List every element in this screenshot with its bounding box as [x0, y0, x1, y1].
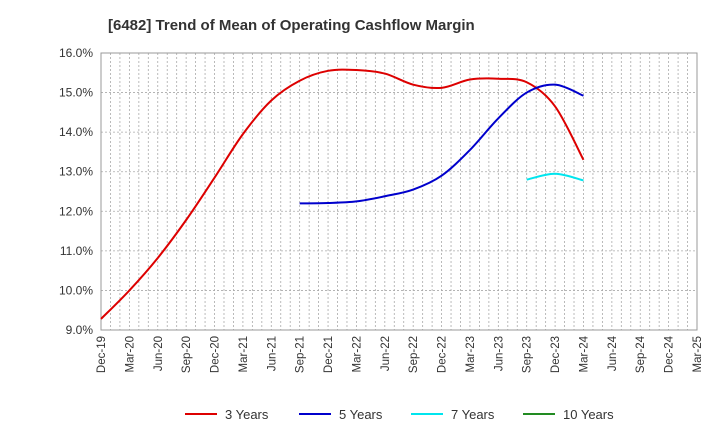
- x-tick-label: Mar-22: [351, 336, 363, 372]
- y-tick-label: 14.0%: [59, 125, 93, 139]
- legend-label: 10 Years: [563, 407, 614, 422]
- x-tick-label: Dec-23: [550, 336, 562, 373]
- y-tick-label: 10.0%: [59, 283, 93, 297]
- x-tick-label: Mar-23: [465, 336, 477, 372]
- y-tick-label: 13.0%: [59, 165, 93, 179]
- y-tick-label: 15.0%: [59, 86, 93, 100]
- x-tick-label: Sep-24: [635, 335, 647, 373]
- x-tick-label: Sep-20: [181, 336, 193, 373]
- x-tick-label: Mar-25: [692, 336, 704, 372]
- y-axis-ticks: 9.0% 10.0% 11.0% 12.0% 13.0% 14.0% 15.0% 16.0%: [59, 46, 93, 337]
- plot-frame: [100, 52, 698, 331]
- y-tick-label: 12.0%: [59, 204, 93, 218]
- series-line-3-years: [100, 68, 585, 320]
- x-tick-label: Dec-22: [437, 336, 449, 373]
- x-axis-ticks: Dec-19 Mar-20 Jun-20 Sep-20 Dec-20 Mar-21 Jun-…: [96, 335, 704, 373]
- y-tick-label: 11.0%: [60, 244, 93, 258]
- x-tick-label: Jun-21: [266, 336, 278, 371]
- plot-area: [101, 53, 697, 330]
- series-line-7-years: [526, 172, 584, 182]
- x-tick-label: Dec-19: [96, 336, 108, 373]
- series-line-5-years: [299, 83, 584, 205]
- x-tick-label: Mar-21: [238, 336, 250, 372]
- x-tick-label: Dec-24: [664, 335, 676, 373]
- legend: 3 Years 5 Years 7 Years 10 Years: [185, 407, 614, 422]
- legend-label: 5 Years: [339, 407, 383, 422]
- x-tick-label: Mar-24: [578, 335, 590, 372]
- y-tick-label: 9.0%: [66, 323, 94, 337]
- x-tick-label: Jun-24: [607, 335, 619, 371]
- x-tick-label: Sep-21: [295, 336, 307, 373]
- series-lines: [100, 68, 585, 320]
- legend-label: 7 Years: [451, 407, 495, 422]
- x-tick-label: Sep-22: [408, 336, 420, 373]
- x-tick-label: Sep-23: [522, 336, 534, 373]
- x-tick-label: Jun-23: [493, 336, 505, 371]
- x-tick-label: Jun-20: [153, 336, 165, 371]
- x-tick-label: Jun-22: [380, 336, 392, 371]
- x-tick-label: Mar-20: [124, 336, 136, 372]
- chart-title: [6482] Trend of Mean of Operating Cashfl…: [108, 17, 475, 34]
- x-tick-label: Dec-20: [210, 336, 222, 373]
- legend-label: 3 Years: [225, 407, 269, 422]
- x-tick-label: Dec-21: [323, 336, 335, 373]
- y-tick-label: 16.0%: [59, 46, 93, 60]
